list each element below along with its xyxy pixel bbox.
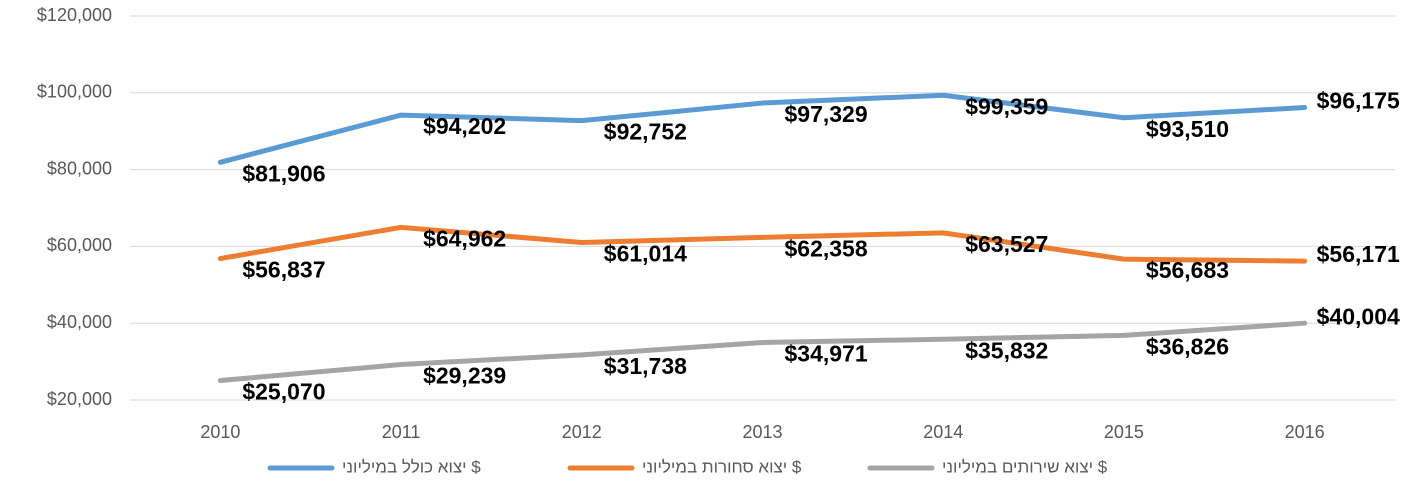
x-tick-label: 2012 [562,422,602,442]
x-tick-label: 2013 [742,422,782,442]
x-tick-label: 2010 [200,422,240,442]
data-label: $36,826 [1146,333,1229,359]
data-label: $29,239 [423,363,506,389]
y-tick-label: $20,000 [47,389,112,409]
data-label: $61,014 [604,241,687,267]
data-label: $56,171 [1317,241,1400,267]
x-tick-label: 2014 [923,422,963,442]
data-label: $63,527 [965,231,1048,257]
y-tick-label: $80,000 [47,158,112,178]
data-label: $31,738 [604,353,687,379]
data-label: $34,971 [785,341,868,367]
legend-label: יצוא כולל במיליוני $ [342,457,481,476]
data-label: $99,359 [965,93,1048,119]
series-line [217,224,1308,264]
x-tick-label: 2016 [1285,422,1325,442]
data-label: $62,358 [785,235,868,261]
x-tick-label: 2015 [1104,422,1144,442]
x-tick-label: 2011 [382,422,421,442]
series-line [217,320,1308,384]
data-label: $35,832 [965,337,1048,363]
data-label: $56,837 [242,257,325,283]
series-line [217,92,1308,165]
data-label: $64,962 [423,225,506,251]
y-tick-label: $40,000 [47,312,112,332]
y-tick-label: $100,000 [37,82,112,102]
data-label: $81,906 [242,160,325,186]
data-label: $25,070 [242,379,325,405]
legend-label: יצוא שירותים במיליוני $ [942,457,1108,476]
data-label: $94,202 [423,113,506,139]
data-label: $40,004 [1317,303,1400,329]
data-label: $56,683 [1146,257,1229,283]
data-label: $96,175 [1317,88,1400,114]
data-label: $97,329 [785,101,868,127]
data-label: $93,510 [1146,116,1229,142]
y-tick-label: $120,000 [37,5,112,25]
data-label: $92,752 [604,119,687,145]
y-tick-label: $60,000 [47,235,112,255]
legend-label: יצוא סחורות במיליוני $ [642,457,802,476]
